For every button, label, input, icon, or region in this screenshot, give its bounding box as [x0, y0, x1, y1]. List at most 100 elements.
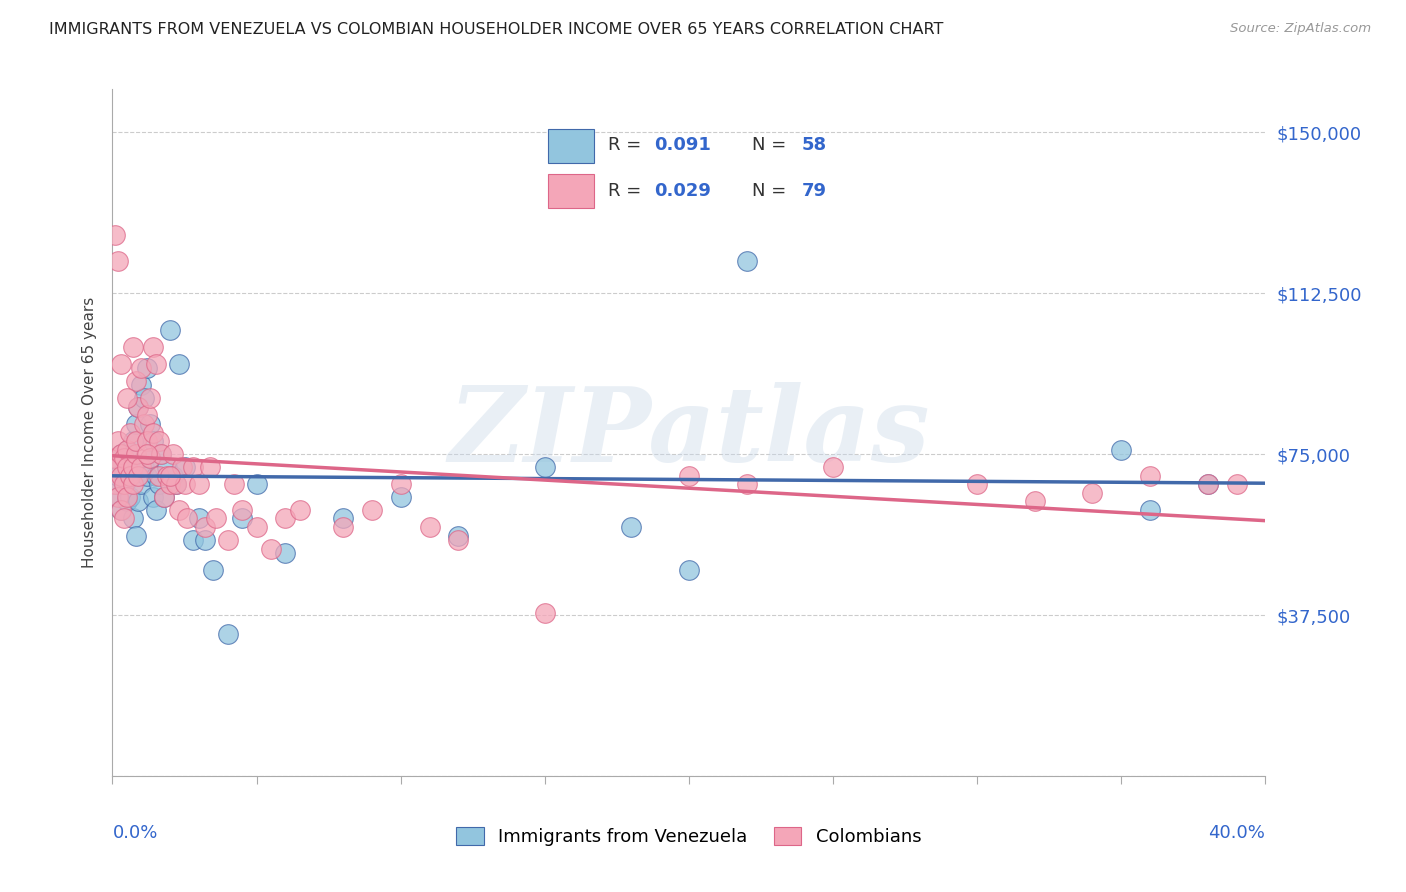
Point	[127, 468, 149, 483]
Point	[124, 434, 146, 449]
Bar	[548, 128, 593, 163]
Point	[231, 503, 253, 517]
Point	[159, 322, 181, 336]
Point	[139, 451, 162, 466]
Point	[173, 460, 195, 475]
Point	[419, 520, 441, 534]
Point	[115, 490, 138, 504]
Point	[162, 468, 184, 483]
Point	[118, 468, 141, 483]
Point	[360, 503, 382, 517]
Text: 0.029: 0.029	[654, 182, 710, 200]
Point	[159, 468, 181, 483]
Point	[139, 391, 162, 405]
Text: N =: N =	[752, 182, 792, 200]
Point	[107, 490, 129, 504]
Point	[678, 563, 700, 577]
Point	[678, 468, 700, 483]
Text: 0.091: 0.091	[654, 136, 710, 153]
Point	[274, 511, 297, 525]
Point	[118, 425, 141, 440]
Point	[136, 447, 159, 461]
Point	[288, 503, 311, 517]
Point	[188, 511, 211, 525]
Point	[134, 417, 156, 431]
Point	[136, 434, 159, 449]
Point	[188, 477, 211, 491]
Point	[148, 477, 170, 491]
Point	[142, 434, 165, 449]
Point	[107, 434, 129, 449]
Point	[129, 460, 153, 475]
Point	[136, 409, 159, 423]
Point	[165, 477, 187, 491]
Point	[118, 460, 141, 475]
Point	[202, 563, 225, 577]
Point	[142, 340, 165, 354]
Point	[332, 511, 354, 525]
Point	[194, 520, 217, 534]
Point	[148, 468, 170, 483]
Bar	[548, 174, 593, 208]
Text: 40.0%: 40.0%	[1209, 824, 1265, 842]
Point	[534, 460, 557, 475]
Text: 58: 58	[801, 136, 827, 153]
Point	[389, 477, 412, 491]
Point	[129, 361, 153, 376]
Text: R =: R =	[609, 182, 647, 200]
Point	[145, 357, 167, 371]
Point	[194, 533, 217, 547]
Point	[167, 503, 190, 517]
Point	[112, 477, 135, 491]
Point	[136, 468, 159, 483]
Point	[205, 511, 228, 525]
Point	[217, 627, 239, 641]
Point	[332, 520, 354, 534]
Point	[173, 477, 195, 491]
Point	[127, 494, 149, 508]
Point	[115, 460, 138, 475]
Point	[129, 378, 153, 392]
Point	[110, 447, 132, 461]
Point	[112, 477, 135, 491]
Point	[127, 400, 149, 414]
Point	[124, 374, 146, 388]
Point	[620, 520, 643, 534]
Y-axis label: Householder Income Over 65 years: Householder Income Over 65 years	[82, 297, 97, 568]
Point	[112, 511, 135, 525]
Point	[966, 477, 988, 491]
Point	[1111, 442, 1133, 457]
Point	[134, 460, 156, 475]
Point	[165, 477, 187, 491]
Point	[110, 357, 132, 371]
Point	[124, 528, 146, 542]
Point	[176, 511, 198, 525]
Point	[145, 468, 167, 483]
Point	[115, 494, 138, 508]
Point	[260, 541, 283, 556]
Point	[115, 391, 138, 405]
Point	[170, 460, 193, 475]
Point	[389, 490, 412, 504]
Point	[231, 511, 253, 525]
Point	[127, 400, 149, 414]
Point	[156, 468, 179, 483]
Point	[124, 447, 146, 461]
Point	[217, 533, 239, 547]
Point	[107, 460, 129, 475]
Point	[112, 464, 135, 478]
Text: R =: R =	[609, 136, 647, 153]
Point	[107, 490, 129, 504]
Point	[153, 490, 176, 504]
Point	[1197, 477, 1219, 491]
Point	[124, 417, 146, 431]
Point	[121, 434, 143, 449]
Point	[534, 606, 557, 620]
Point	[246, 520, 269, 534]
Point	[181, 533, 204, 547]
Point	[104, 460, 127, 475]
Point	[139, 417, 162, 431]
Point	[167, 357, 190, 371]
Point	[110, 447, 132, 461]
Point	[107, 468, 129, 483]
